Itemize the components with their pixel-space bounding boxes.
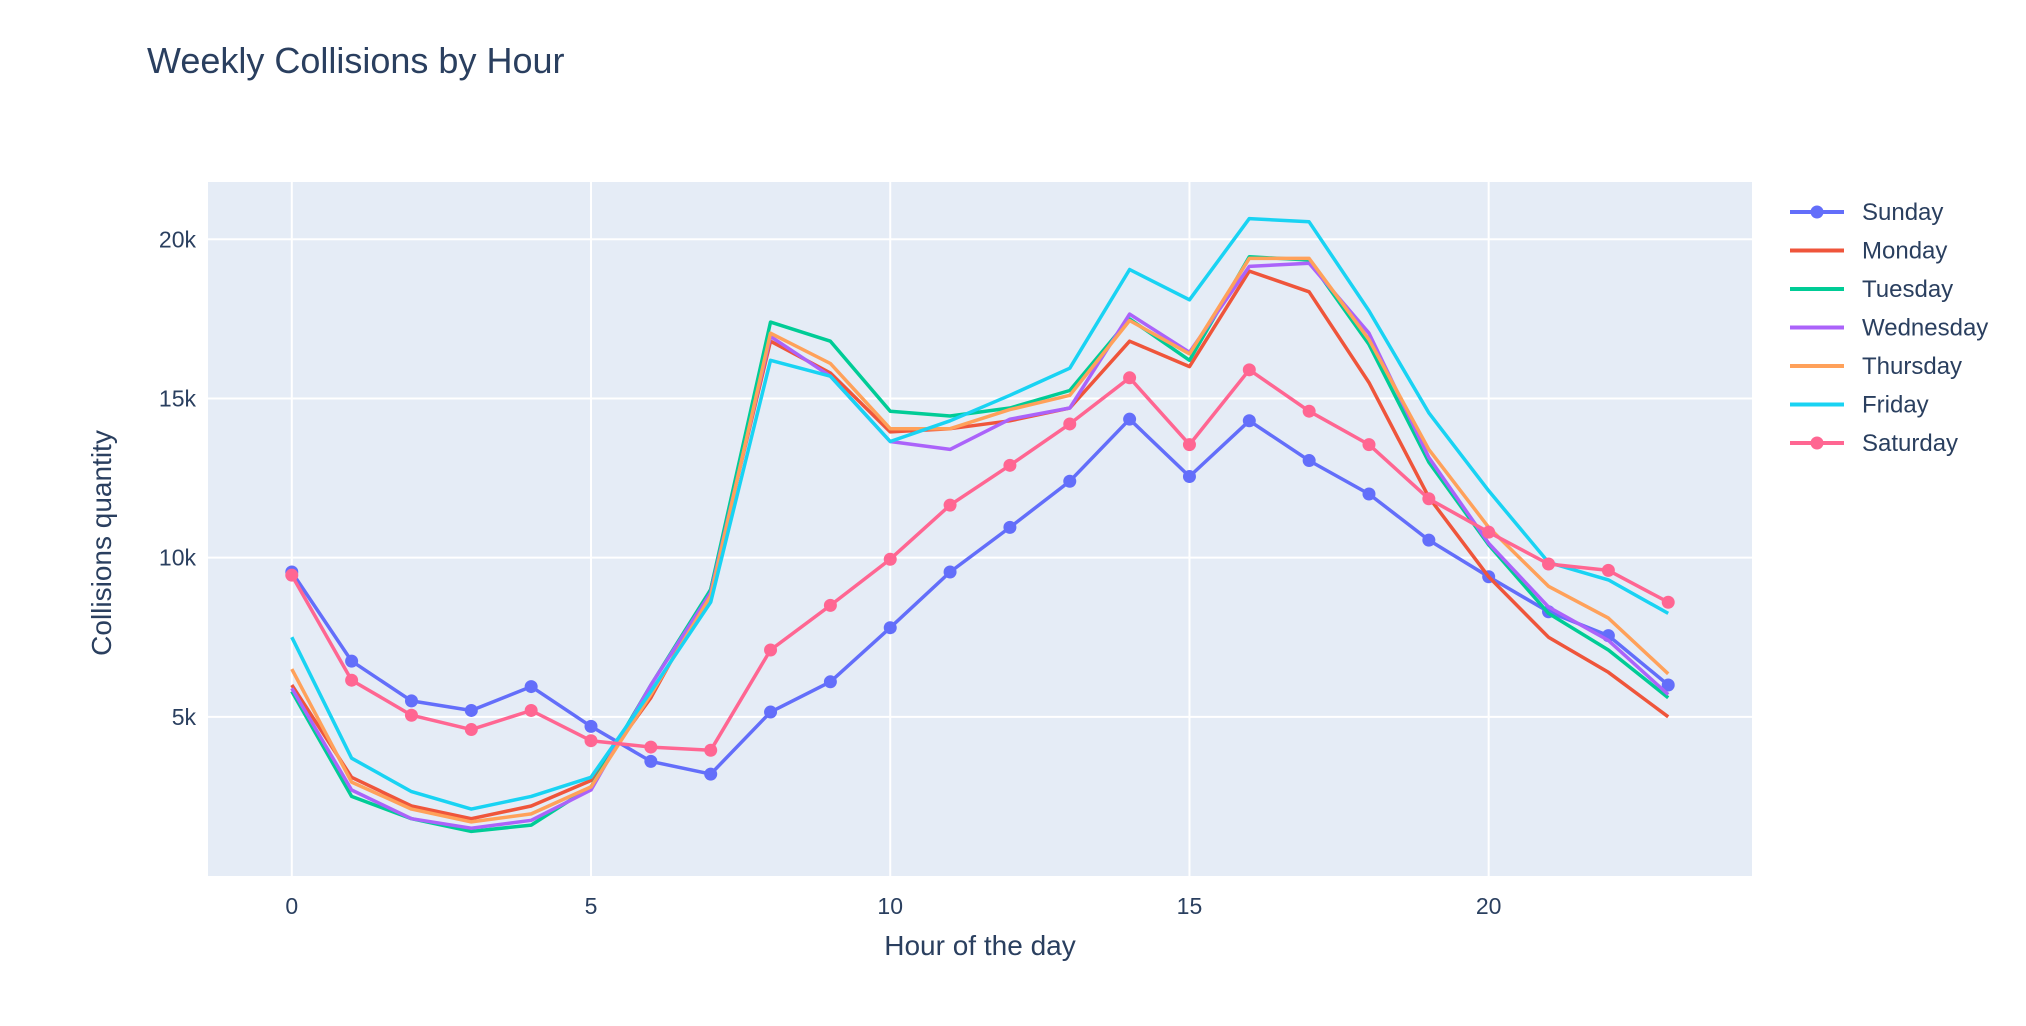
y-tick-label: 15k (159, 385, 197, 411)
series-tuesday (290, 255, 1670, 834)
data-point (823, 598, 837, 612)
legend-item-monday[interactable]: Monday (1790, 238, 1947, 265)
series-line (290, 255, 1670, 834)
legend-label: Wednesday (1862, 315, 1988, 342)
series-sunday (285, 412, 1675, 781)
data-point (1063, 474, 1077, 488)
data-point (943, 565, 957, 579)
data-point (1362, 487, 1376, 501)
series-line (290, 261, 1670, 830)
data-point (1123, 371, 1137, 385)
legend-label: Monday (1862, 238, 1947, 265)
chart-title: Weekly Collisions by Hour (147, 40, 565, 81)
data-point (943, 498, 957, 512)
legend-marker (1810, 436, 1824, 450)
data-point (404, 708, 418, 722)
y-tick-label: 5k (172, 704, 197, 730)
x-tick-label: 15 (1177, 893, 1203, 919)
data-point (1302, 454, 1316, 468)
data-point (704, 743, 718, 757)
data-point (584, 719, 598, 733)
x-axis-title: Hour of the day (884, 930, 1076, 961)
data-point (1661, 678, 1675, 692)
data-point (1422, 533, 1436, 547)
legend-label: Saturday (1862, 430, 1958, 457)
series-line (290, 368, 1670, 753)
data-point (1482, 525, 1496, 539)
legend-marker (1810, 205, 1824, 219)
data-point (1242, 363, 1256, 377)
x-tick-label: 20 (1476, 893, 1502, 919)
legend-label: Thursday (1862, 353, 1962, 380)
data-point (464, 723, 478, 737)
legend-item-tuesday[interactable]: Tuesday (1790, 276, 1953, 303)
data-point (883, 552, 897, 566)
series-wednesday (290, 261, 1670, 830)
legend-label: Tuesday (1862, 276, 1953, 303)
data-point (345, 673, 359, 687)
data-point (823, 675, 837, 689)
data-point (1422, 492, 1436, 506)
series-saturday (285, 363, 1675, 757)
data-point (1362, 438, 1376, 452)
data-point (524, 680, 538, 694)
data-point (644, 740, 658, 754)
data-point (764, 643, 778, 657)
data-point (1063, 417, 1077, 431)
data-point (1542, 557, 1556, 571)
x-tick-label: 10 (877, 893, 903, 919)
legend-item-saturday[interactable]: Saturday (1790, 430, 1958, 457)
series-line (290, 256, 1670, 824)
x-tick-label: 0 (285, 893, 298, 919)
y-axis-title: Collisions quantity (86, 430, 117, 656)
data-point (1182, 438, 1196, 452)
plot-background (208, 182, 1752, 876)
data-point (704, 767, 718, 781)
legend-item-friday[interactable]: Friday (1790, 392, 1929, 419)
legend-item-thursday[interactable]: Thursday (1790, 353, 1962, 380)
data-point (644, 754, 658, 768)
series-line (290, 417, 1670, 776)
data-point (1601, 563, 1615, 577)
series-thursday (290, 256, 1670, 824)
data-point (1302, 404, 1316, 418)
y-tick-label: 20k (159, 226, 197, 252)
data-point (1661, 595, 1675, 609)
data-point (464, 703, 478, 717)
series-line (290, 216, 1670, 811)
series-monday (290, 269, 1670, 821)
data-point (1182, 469, 1196, 483)
data-point (1003, 458, 1017, 472)
legend-label: Sunday (1862, 199, 1943, 226)
data-point (764, 705, 778, 719)
data-point (883, 621, 897, 635)
data-point (404, 694, 418, 708)
y-tick-label: 10k (159, 545, 197, 571)
legend-item-wednesday[interactable]: Wednesday (1790, 315, 1988, 342)
data-point (1003, 520, 1017, 534)
data-point (524, 703, 538, 717)
data-point (285, 568, 299, 582)
series-line (290, 269, 1670, 821)
data-point (345, 654, 359, 668)
legend-item-sunday[interactable]: Sunday (1790, 199, 1943, 226)
legend-label: Friday (1862, 392, 1929, 419)
data-point (1242, 414, 1256, 428)
data-point (1123, 412, 1137, 426)
data-point (584, 734, 598, 748)
x-tick-label: 5 (585, 893, 598, 919)
series-friday (290, 216, 1670, 811)
